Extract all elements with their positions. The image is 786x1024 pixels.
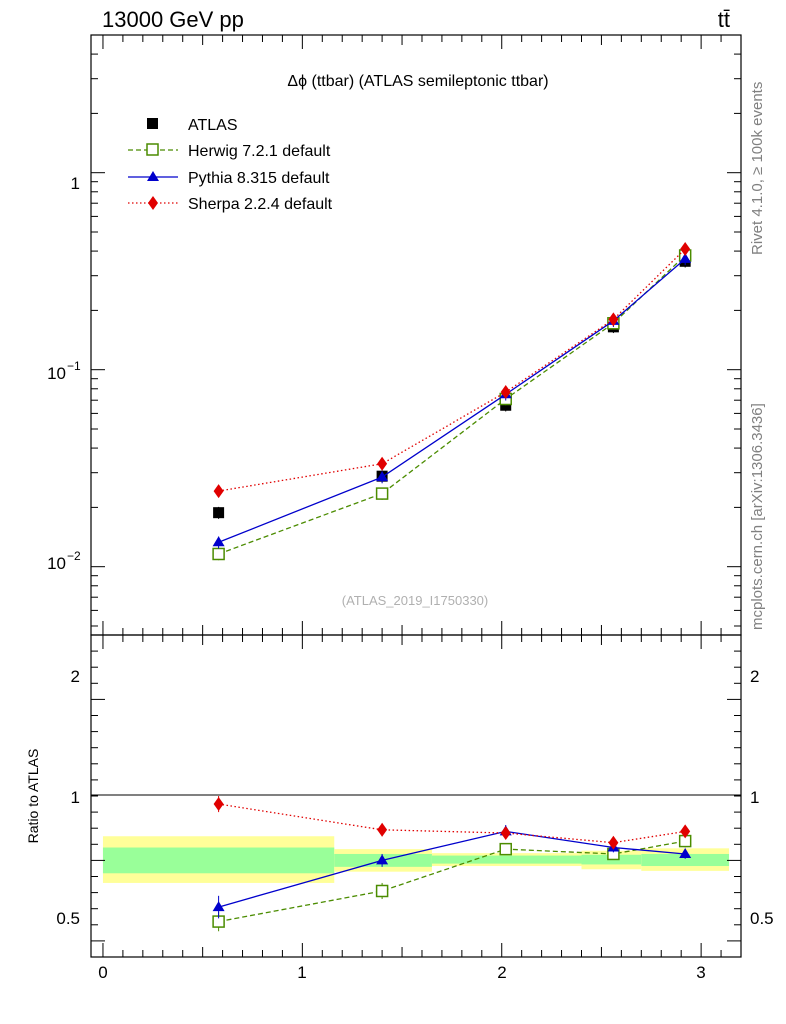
uncertainty-band-inner (431, 855, 582, 864)
ratio-point-sherpa (500, 826, 511, 841)
ytick-label-0p01-base: 10 (47, 554, 66, 573)
ratio-point-sherpa (377, 822, 388, 837)
main-panel: Δϕ (ttbar) (ATLAS semileptonic ttbar) (A… (47, 34, 742, 636)
point-pythia (212, 536, 225, 547)
ratio-bands (102, 836, 730, 883)
ratio-ytick-right-2: 2 (750, 667, 759, 686)
main-series (212, 241, 692, 561)
ratio-panel: Ratio to ATLAS 2 1 0.5 2 1 0.5 0 1 2 3 (25, 634, 774, 982)
ratio-point-herwig (375, 884, 389, 898)
series-sherpa (213, 241, 691, 499)
ratio-series (212, 796, 692, 932)
ratio-point-sherpa (680, 824, 691, 839)
point-sherpa (377, 456, 388, 471)
ratio-ytick-left-1: 1 (71, 788, 80, 807)
ratio-point-sherpa (213, 797, 224, 812)
point-sherpa (608, 312, 619, 327)
point-atlas (213, 507, 225, 519)
xtick-label-3: 3 (696, 963, 705, 982)
ratio-series-sherpa (213, 796, 691, 850)
legend-marker-pythia (147, 171, 159, 181)
ytick-label-0p01-exp: −2 (67, 549, 81, 563)
uncertainty-band-inner (102, 847, 335, 874)
ratio-point-pythia (212, 901, 225, 912)
ratio-ytick-right-1: 1 (750, 788, 759, 807)
xtick-label-1: 1 (297, 963, 306, 982)
legend-entry-pythia: Pythia 8.315 default (128, 170, 330, 187)
main-ticks (91, 34, 742, 635)
xtick-label-0: 0 (98, 963, 107, 982)
process-label: tt̄ (718, 7, 730, 32)
point-sherpa (500, 385, 511, 400)
series-herwig (212, 249, 692, 561)
legend-marker-herwig (146, 143, 159, 156)
ratio-point-pythia (376, 854, 389, 865)
series-line-pythia (218, 258, 686, 543)
ratio-ylabel: Ratio to ATLAS (25, 749, 41, 844)
point-pythia (376, 471, 389, 482)
point-sherpa (680, 241, 691, 256)
series-line-sherpa (218, 248, 686, 492)
ytick-label-1: 1 (71, 174, 80, 193)
point-sherpa (213, 484, 224, 499)
energy-label: 13000 GeV pp (102, 7, 244, 32)
ratio-ytick-left-2: 2 (71, 667, 80, 686)
watermark: (ATLAS_2019_I1750330) (342, 593, 488, 608)
legend-label-herwig: Herwig 7.2.1 default (188, 143, 331, 160)
point-herwig (212, 547, 225, 561)
ratio-point-sherpa (608, 835, 619, 850)
main-title: Δϕ (ttbar) (ATLAS semileptonic ttbar) (287, 73, 548, 90)
series-atlas (213, 255, 691, 519)
legend-marker-sherpa (148, 196, 158, 210)
point-pythia (679, 252, 692, 263)
legend-label-sherpa: Sherpa 2.2.4 default (188, 196, 333, 213)
ytick-label-0p1-base: 10 (47, 364, 66, 383)
ytick-label-0p1-exp: −1 (67, 359, 81, 373)
legend-marker-atlas (147, 118, 158, 129)
uncertainty-band-inner (641, 853, 730, 867)
legend: ATLAS Herwig 7.2.1 default Pythia 8.315 … (128, 117, 333, 213)
ratio-point-herwig (499, 842, 512, 856)
ratio-ytick-left-0p5: 0.5 (56, 909, 80, 928)
xtick-label-2: 2 (497, 963, 506, 982)
ratio-ytick-right-0p5: 0.5 (750, 909, 774, 928)
series-pythia (212, 252, 692, 549)
point-herwig (375, 487, 389, 500)
rivet-label: Rivet 4.1.0, ≥ 100k events (749, 82, 766, 255)
legend-entry-sherpa: Sherpa 2.2.4 default (128, 196, 333, 213)
legend-entry-atlas: ATLAS (147, 117, 238, 134)
legend-entry-herwig: Herwig 7.2.1 default (128, 143, 331, 160)
series-line-herwig (218, 255, 686, 555)
ratio-point-pythia (679, 847, 692, 858)
ratio-frame (90, 634, 742, 958)
ratio-ticks (91, 635, 742, 957)
legend-label-pythia: Pythia 8.315 default (188, 170, 330, 187)
legend-label-atlas: ATLAS (188, 117, 238, 134)
mcplots-label: mcplots.cern.ch [arXiv:1306.3436] (749, 403, 766, 630)
